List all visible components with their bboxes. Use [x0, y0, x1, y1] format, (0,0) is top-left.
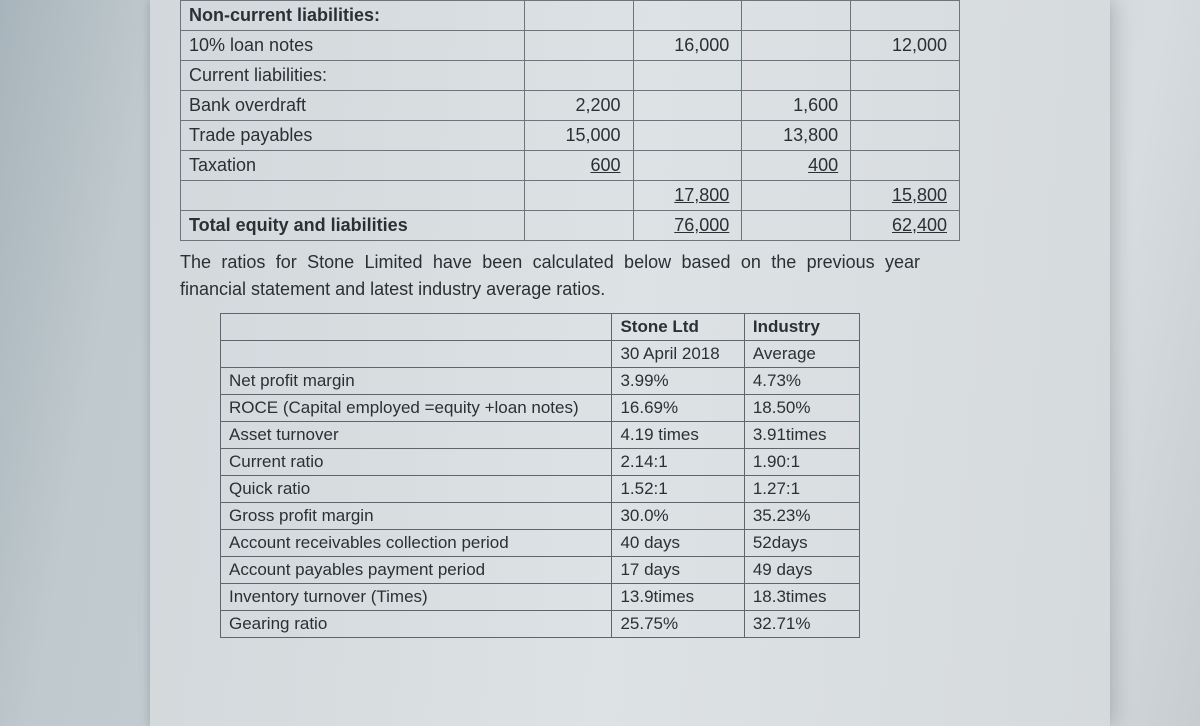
table-row: 17,800 15,800	[181, 181, 960, 211]
ratio-value: 32.71%	[744, 611, 859, 638]
document-sheet: Non-current liabilities: 10% loan notes …	[150, 0, 1110, 726]
ratio-value: 3.99%	[612, 368, 744, 395]
ratio-value: 16.69%	[612, 395, 744, 422]
ratio-value: 18.3times	[744, 584, 859, 611]
table-row: Non-current liabilities:	[181, 1, 960, 31]
ratio-value: 52days	[744, 530, 859, 557]
cell-value: 13,800	[742, 121, 851, 151]
paragraph-text: The ratios for Stone Limited have been c…	[180, 249, 920, 303]
ratio-label: Gross profit margin	[221, 503, 612, 530]
col-header: Stone Ltd	[612, 314, 744, 341]
table-row: Gross profit margin30.0%35.23%	[221, 503, 860, 530]
ratio-value: 40 days	[612, 530, 744, 557]
ratio-value: 3.91times	[744, 422, 859, 449]
row-label: Taxation	[181, 151, 525, 181]
ratio-value: 4.73%	[744, 368, 859, 395]
ratio-value: 4.19 times	[612, 422, 744, 449]
ratio-label: Account payables payment period	[221, 557, 612, 584]
table-row: Total equity and liabilities 76,000 62,4…	[181, 211, 960, 241]
table-row: Inventory turnover (Times)13.9times18.3t…	[221, 584, 860, 611]
ratio-label: Account receivables collection period	[221, 530, 612, 557]
cell-value: 1,600	[742, 91, 851, 121]
ratio-value: 18.50%	[744, 395, 859, 422]
table-row: Net profit margin3.99%4.73%	[221, 368, 860, 395]
ratio-label: Quick ratio	[221, 476, 612, 503]
table-row: Current ratio2.14:11.90:1	[221, 449, 860, 476]
table-row: Account payables payment period17 days49…	[221, 557, 860, 584]
cell-value: 400	[742, 151, 851, 181]
table-row: 10% loan notes 16,000 12,000	[181, 31, 960, 61]
ratio-value: 25.75%	[612, 611, 744, 638]
cell-subtotal: 15,800	[851, 181, 960, 211]
ratio-label: Asset turnover	[221, 422, 612, 449]
ratio-label: Gearing ratio	[221, 611, 612, 638]
table-row: 30 April 2018 Average	[221, 341, 860, 368]
table-row: Trade payables 15,000 13,800	[181, 121, 960, 151]
row-label: Trade payables	[181, 121, 525, 151]
cell-total: 62,400	[851, 211, 960, 241]
cell-value: 15,000	[524, 121, 633, 151]
table-row: Stone Ltd Industry	[221, 314, 860, 341]
table-row: Quick ratio1.52:11.27:1	[221, 476, 860, 503]
cell-subtotal: 17,800	[633, 181, 742, 211]
cell-value: 16,000	[633, 31, 742, 61]
cell-value: 600	[524, 151, 633, 181]
section-header: Current liabilities:	[181, 61, 525, 91]
ratio-value: 1.52:1	[612, 476, 744, 503]
ratios-table: Stone Ltd Industry 30 April 2018 Average…	[220, 313, 860, 638]
section-header: Non-current liabilities:	[181, 1, 525, 31]
cell-value: 12,000	[851, 31, 960, 61]
table-row: Taxation 600 400	[181, 151, 960, 181]
table-row: ROCE (Capital employed =equity +loan not…	[221, 395, 860, 422]
ratio-label: Current ratio	[221, 449, 612, 476]
cell-total: 76,000	[633, 211, 742, 241]
row-label: Bank overdraft	[181, 91, 525, 121]
ratio-value: 17 days	[612, 557, 744, 584]
cell-value: 2,200	[524, 91, 633, 121]
ratio-value: 1.27:1	[744, 476, 859, 503]
col-subheader: 30 April 2018	[612, 341, 744, 368]
table-row: Asset turnover4.19 times3.91times	[221, 422, 860, 449]
table-row: Gearing ratio25.75%32.71%	[221, 611, 860, 638]
table-row: Current liabilities:	[181, 61, 960, 91]
ratio-value: 35.23%	[744, 503, 859, 530]
col-header: Industry	[744, 314, 859, 341]
ratio-label: Inventory turnover (Times)	[221, 584, 612, 611]
ratio-value: 1.90:1	[744, 449, 859, 476]
row-label: 10% loan notes	[181, 31, 525, 61]
col-subheader: Average	[744, 341, 859, 368]
table-row: Bank overdraft 2,200 1,600	[181, 91, 960, 121]
ratio-value: 13.9times	[612, 584, 744, 611]
table-row: Account receivables collection period40 …	[221, 530, 860, 557]
financial-table: Non-current liabilities: 10% loan notes …	[180, 0, 960, 241]
ratio-label: ROCE (Capital employed =equity +loan not…	[221, 395, 612, 422]
ratio-value: 49 days	[744, 557, 859, 584]
row-label: Total equity and liabilities	[181, 211, 525, 241]
ratio-value: 30.0%	[612, 503, 744, 530]
ratio-label: Net profit margin	[221, 368, 612, 395]
ratio-value: 2.14:1	[612, 449, 744, 476]
